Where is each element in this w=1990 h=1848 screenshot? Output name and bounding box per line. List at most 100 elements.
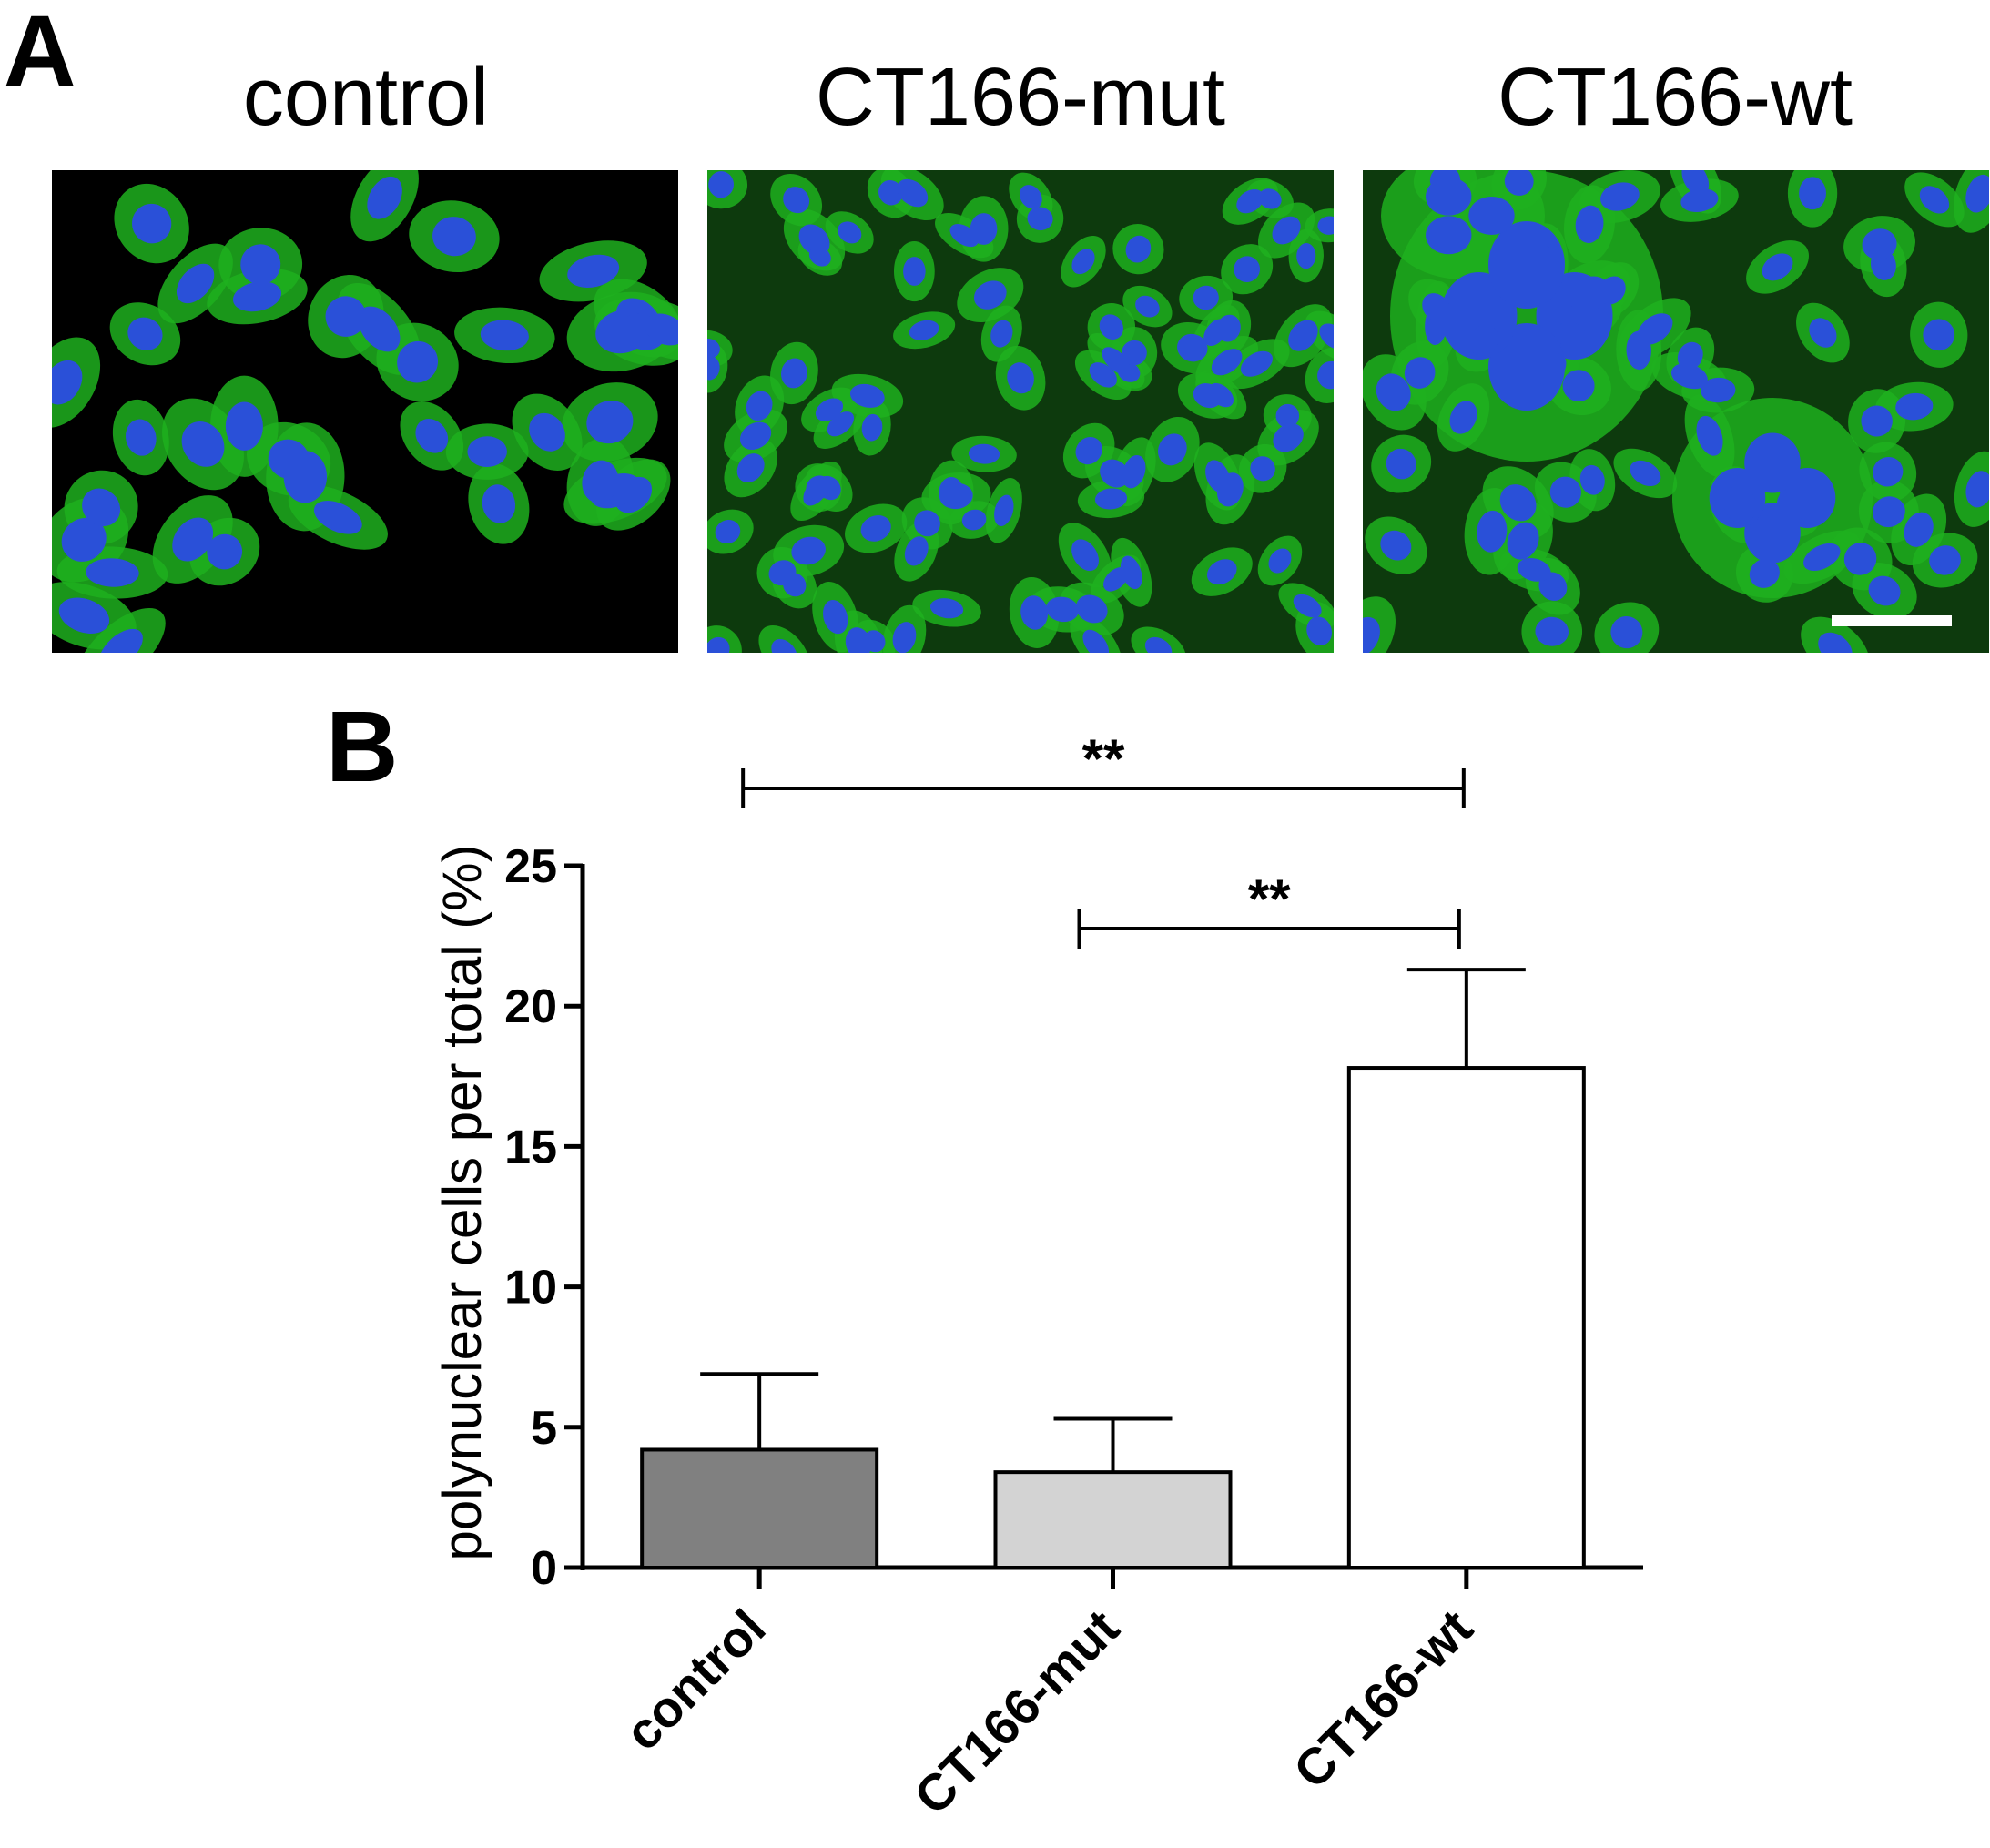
cell-nucleus — [1422, 293, 1451, 322]
cell-nucleus — [1268, 548, 1292, 574]
cell-nucleus — [125, 419, 157, 456]
cell-nucleus — [1258, 188, 1282, 209]
cell-nucleus — [1273, 423, 1304, 452]
cell-nucleus — [909, 320, 939, 340]
cell-nucleus — [1488, 323, 1565, 411]
cell-nucleus — [1468, 197, 1515, 235]
cell-nucleus — [970, 213, 998, 245]
cell-nucleus — [1535, 616, 1569, 646]
cell-nucleus — [127, 317, 163, 350]
cell-nucleus — [1517, 558, 1551, 582]
cell-nucleus — [1818, 632, 1853, 653]
micrograph-ct166-mut-cells — [707, 170, 1334, 653]
cell-nucleus — [1696, 415, 1723, 456]
cell-nucleus — [1206, 559, 1237, 585]
cell-nucleus — [207, 533, 243, 570]
cell-nucleus — [82, 488, 121, 527]
image-title-control: control — [242, 52, 490, 143]
cell-nucleus — [1236, 188, 1264, 214]
cell-nucleus — [529, 412, 565, 452]
cell-nucleus — [1554, 322, 1585, 346]
cell-nucleus — [1862, 228, 1897, 260]
cell-nucleus — [707, 338, 720, 360]
bar — [993, 1470, 1233, 1570]
cell-nucleus — [903, 257, 926, 286]
x-tick-label: CT166-wt — [1283, 1599, 1484, 1800]
significance-label: ** — [1248, 868, 1291, 929]
cell-nucleus — [994, 494, 1014, 526]
micrograph-control-cells — [52, 170, 678, 653]
cell-nucleus — [644, 313, 678, 346]
cell-nucleus — [1319, 323, 1334, 350]
cell-nucleus — [939, 482, 973, 510]
cell-nucleus — [1600, 182, 1640, 211]
cell-nucleus — [1677, 341, 1703, 371]
cell-nucleus — [1426, 216, 1472, 255]
cell-nucleus — [1082, 629, 1110, 653]
cell-nucleus — [897, 178, 929, 208]
cell-nucleus — [1272, 216, 1301, 245]
cell-nucleus — [1670, 363, 1708, 390]
cell-nucleus — [1122, 340, 1147, 366]
cell-nucleus — [990, 320, 1013, 348]
cell-nucleus — [768, 560, 797, 586]
cell-nucleus — [1135, 295, 1160, 318]
cell-nucleus — [878, 180, 903, 206]
cell-nucleus — [1929, 545, 1961, 575]
cell-nucleus — [467, 436, 507, 468]
x-tick-label: CT166-mut — [903, 1599, 1130, 1825]
cell-nucleus — [1045, 596, 1080, 623]
cell-nucleus — [1076, 594, 1108, 624]
cell-nucleus — [1799, 177, 1826, 210]
cell-nucleus — [1306, 616, 1333, 646]
cell-nucleus — [1240, 350, 1274, 377]
cell-nucleus — [1499, 484, 1537, 522]
cell-nucleus — [1809, 318, 1837, 348]
cell-nucleus — [746, 391, 773, 421]
cell-nucleus — [1376, 373, 1411, 411]
cell-nucleus — [1205, 460, 1231, 493]
cell-nucleus — [823, 600, 848, 635]
cell-nucleus — [325, 296, 367, 337]
cell-nucleus — [1019, 185, 1042, 209]
cell-nucleus — [1099, 314, 1123, 340]
cell-nucleus — [225, 401, 263, 451]
cell-nucleus — [1680, 188, 1719, 213]
cell-nucleus — [1872, 496, 1905, 528]
cell-nucleus — [904, 536, 929, 566]
cell-nucleus — [1861, 405, 1893, 437]
cell-nucleus — [1216, 314, 1241, 342]
cell-nucleus — [715, 520, 741, 544]
cell-nucleus — [1681, 170, 1710, 196]
cell-nucleus — [1429, 170, 1461, 196]
cell-nucleus — [1904, 512, 1934, 547]
cell-nucleus — [240, 244, 281, 285]
cell-nucleus — [58, 597, 110, 635]
cell-nucleus — [1027, 207, 1053, 231]
cell-nucleus — [1275, 403, 1300, 428]
cell-nucleus — [1177, 333, 1208, 362]
panel-b-letter: B — [326, 691, 399, 803]
cell-nucleus — [1144, 636, 1173, 653]
scale-bar — [1832, 615, 1952, 626]
cell-nucleus — [1965, 174, 1989, 213]
cell-nucleus — [61, 517, 107, 562]
y-tick-label: 0 — [531, 1542, 557, 1595]
cell-nucleus — [1843, 543, 1877, 575]
cell-nucleus — [1488, 221, 1565, 309]
cell-nucleus — [415, 419, 449, 453]
cell-nucleus — [1386, 448, 1416, 480]
y-axis-label: polynuclear cells per total (%) — [432, 844, 492, 1560]
cell-nucleus — [1449, 401, 1477, 434]
cell-nucleus — [86, 558, 139, 587]
cell-nucleus — [1749, 558, 1780, 588]
cell-nucleus — [480, 320, 529, 351]
cell-nucleus — [358, 306, 401, 352]
cell-nucleus — [1477, 510, 1508, 553]
cell-nucleus — [1468, 324, 1499, 357]
micrograph-ct166-wt — [1363, 170, 1989, 653]
cell-nucleus — [1404, 357, 1436, 389]
cell-nucleus — [582, 460, 619, 503]
cell-nucleus — [1125, 235, 1152, 263]
y-tick-label: 10 — [504, 1262, 557, 1315]
